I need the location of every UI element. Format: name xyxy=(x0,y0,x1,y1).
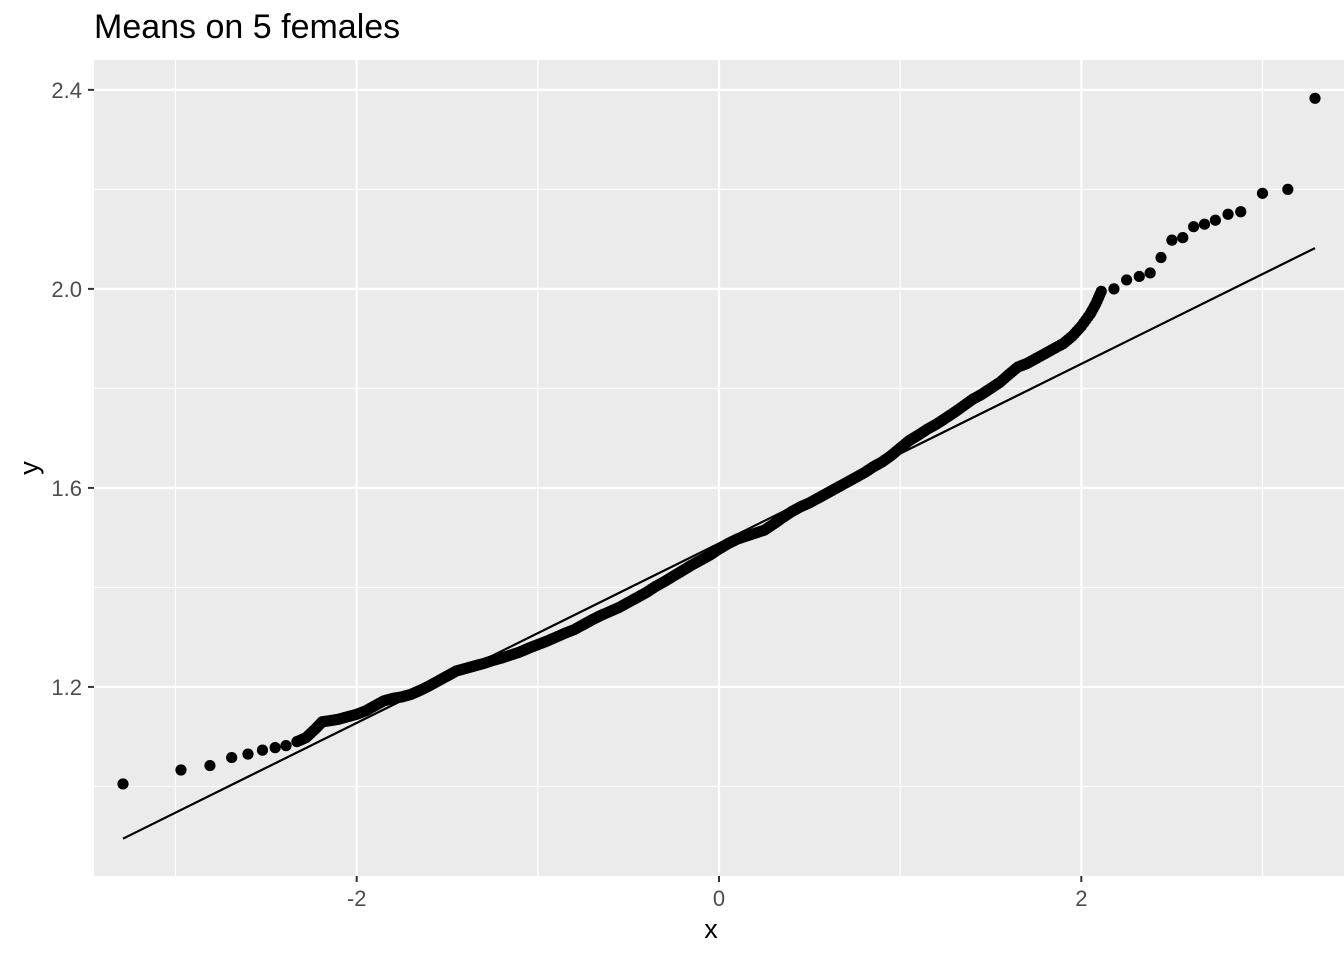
y-axis-ticks: 1.2 1.6 2.0 2.4 xyxy=(51,78,94,700)
y-tick-label: 1.2 xyxy=(51,675,82,700)
data-point xyxy=(1209,214,1221,226)
data-point xyxy=(1177,232,1189,244)
x-tick-label: 2 xyxy=(1075,886,1087,911)
data-point xyxy=(1121,274,1133,286)
data-point xyxy=(1095,285,1107,297)
y-tick-label: 2.0 xyxy=(51,277,82,302)
x-axis-title: x xyxy=(704,914,718,944)
data-point xyxy=(242,748,254,760)
data-point xyxy=(1235,206,1247,218)
data-point xyxy=(1256,187,1269,199)
data-point xyxy=(1282,183,1294,195)
data-point xyxy=(117,778,129,790)
data-point xyxy=(1188,221,1200,233)
data-point xyxy=(256,744,269,756)
data-point xyxy=(1133,270,1145,283)
data-point xyxy=(175,764,187,776)
data-point xyxy=(269,742,281,754)
data-point xyxy=(226,751,238,764)
y-axis-title: y xyxy=(14,461,44,475)
x-tick-label: -2 xyxy=(347,886,367,911)
data-point xyxy=(1155,251,1167,264)
chart-title: Means on 5 females xyxy=(94,8,400,46)
major-grid xyxy=(94,60,1344,876)
data-point xyxy=(1222,208,1234,220)
data-point xyxy=(204,759,216,772)
x-axis-ticks: -2 0 2 xyxy=(347,876,1087,911)
y-tick-label: 1.6 xyxy=(51,476,82,501)
y-tick-label: 2.4 xyxy=(51,78,82,103)
data-point xyxy=(1144,267,1156,279)
x-tick-label: 0 xyxy=(713,886,725,911)
data-point xyxy=(1108,283,1120,295)
data-point xyxy=(1198,218,1211,230)
data-point xyxy=(1309,92,1321,104)
data-points xyxy=(117,92,1321,790)
data-point xyxy=(280,740,292,752)
data-point xyxy=(1166,234,1178,246)
